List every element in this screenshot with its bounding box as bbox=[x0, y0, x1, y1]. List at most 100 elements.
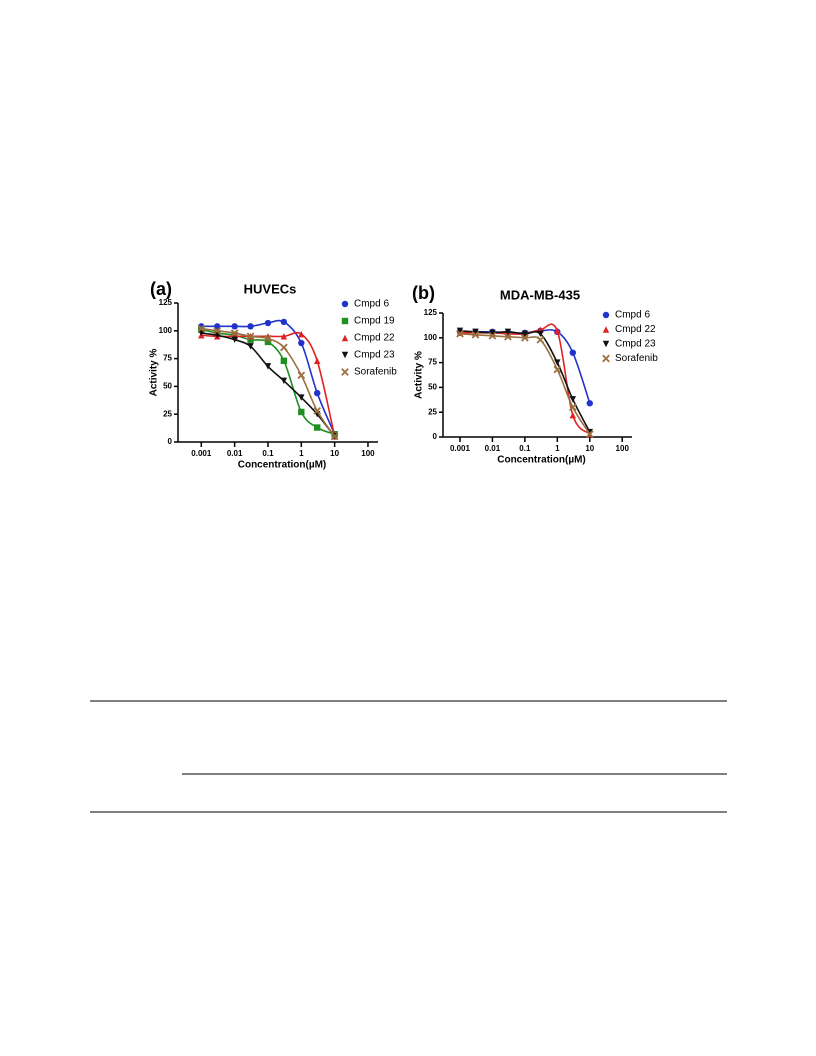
panel-label: (a) bbox=[150, 279, 172, 299]
data-point bbox=[280, 333, 288, 340]
data-point bbox=[569, 349, 577, 356]
data-point bbox=[264, 363, 272, 370]
data-point bbox=[297, 371, 306, 380]
legend-label: Cmpd 6 bbox=[354, 299, 389, 310]
legend-label: Cmpd 23 bbox=[615, 339, 656, 350]
data-point bbox=[247, 343, 254, 350]
y-tick-label: 25 bbox=[163, 409, 172, 418]
y-tick-label: 0 bbox=[168, 437, 173, 446]
legend-label: Cmpd 19 bbox=[354, 316, 395, 327]
x-tick-label: 0.1 bbox=[519, 444, 531, 453]
data-point bbox=[537, 330, 544, 338]
x-tick-label: 10 bbox=[585, 444, 594, 453]
legend-label: Sorafenib bbox=[354, 367, 397, 378]
x-tick-label: 0.01 bbox=[227, 449, 243, 458]
legend-marker bbox=[602, 326, 610, 333]
legend-label: Cmpd 22 bbox=[354, 333, 395, 344]
data-point bbox=[314, 357, 321, 365]
data-point bbox=[456, 327, 464, 335]
data-point bbox=[298, 394, 305, 401]
data-point bbox=[489, 329, 496, 337]
legend-marker bbox=[341, 368, 349, 376]
data-point bbox=[231, 336, 238, 343]
data-point bbox=[314, 389, 321, 397]
data-point bbox=[246, 332, 255, 341]
data-point bbox=[264, 319, 272, 327]
data-point bbox=[568, 403, 577, 412]
data-point bbox=[554, 327, 561, 335]
data-point bbox=[504, 332, 512, 341]
legend-marker bbox=[602, 340, 610, 348]
data-point bbox=[213, 326, 222, 335]
data-point bbox=[231, 323, 238, 330]
data-point bbox=[230, 329, 239, 337]
legend-marker bbox=[602, 311, 610, 319]
y-tick-label: 0 bbox=[433, 432, 438, 441]
series-line bbox=[201, 328, 335, 435]
legend-label: Cmpd 22 bbox=[615, 324, 656, 335]
data-point bbox=[313, 407, 322, 415]
y-tick-label: 50 bbox=[428, 383, 437, 392]
y-tick-label: 100 bbox=[159, 326, 173, 335]
y-tick-label: 100 bbox=[424, 333, 438, 342]
y-tick-label: 125 bbox=[159, 298, 173, 307]
data-point bbox=[280, 377, 288, 385]
data-point bbox=[586, 400, 593, 407]
data-point bbox=[471, 330, 480, 339]
data-point bbox=[197, 324, 206, 333]
chart-title: HUVECs bbox=[244, 281, 297, 296]
panel-label: (b) bbox=[412, 283, 435, 303]
data-point bbox=[298, 330, 305, 338]
x-tick-label: 10 bbox=[330, 449, 339, 458]
data-point bbox=[280, 357, 288, 365]
x-tick-label: 0.001 bbox=[450, 444, 471, 453]
data-point bbox=[456, 329, 464, 338]
y-tick-label: 50 bbox=[163, 382, 172, 391]
data-point bbox=[521, 330, 529, 338]
x-tick-label: 1 bbox=[299, 449, 304, 458]
legend-label: Cmpd 23 bbox=[354, 350, 395, 361]
data-point bbox=[585, 430, 594, 438]
data-point bbox=[504, 328, 512, 336]
data-point bbox=[264, 334, 272, 343]
x-axis-label: Concentration(µM) bbox=[497, 455, 586, 466]
legend-marker bbox=[341, 300, 349, 308]
data-point bbox=[472, 328, 479, 336]
chart-title: MDA-MB-435 bbox=[500, 287, 580, 302]
legend-marker bbox=[341, 317, 349, 325]
y-tick-label: 75 bbox=[163, 354, 172, 363]
data-point bbox=[488, 331, 497, 340]
data-point bbox=[536, 335, 545, 344]
x-tick-label: 1 bbox=[555, 444, 560, 453]
legend-label: Sorafenib bbox=[615, 353, 658, 364]
y-tick-label: 125 bbox=[424, 308, 438, 317]
x-axis-label: Concentration(µM) bbox=[238, 460, 327, 471]
data-point bbox=[553, 365, 562, 374]
data-point bbox=[280, 318, 288, 326]
data-point bbox=[569, 411, 577, 419]
x-tick-label: 100 bbox=[361, 449, 375, 458]
data-point bbox=[298, 339, 305, 347]
data-point bbox=[569, 396, 577, 403]
data-point bbox=[247, 336, 254, 343]
data-point bbox=[330, 432, 339, 441]
y-tick-label: 25 bbox=[428, 407, 437, 416]
x-tick-label: 0.001 bbox=[191, 449, 212, 458]
x-tick-label: 0.1 bbox=[262, 449, 274, 458]
x-tick-label: 0.01 bbox=[485, 444, 501, 453]
legend-marker bbox=[341, 351, 349, 359]
data-point bbox=[247, 323, 254, 330]
y-axis-label: Activity % bbox=[414, 351, 425, 399]
data-point bbox=[521, 333, 529, 342]
data-point bbox=[314, 424, 321, 431]
data-point bbox=[280, 343, 288, 352]
legend-marker bbox=[341, 334, 349, 342]
data-point bbox=[264, 338, 272, 346]
y-axis-label: Activity % bbox=[149, 348, 160, 396]
data-point bbox=[298, 408, 305, 416]
y-tick-label: 75 bbox=[428, 358, 437, 367]
x-tick-label: 100 bbox=[616, 444, 630, 453]
data-point bbox=[554, 359, 561, 366]
